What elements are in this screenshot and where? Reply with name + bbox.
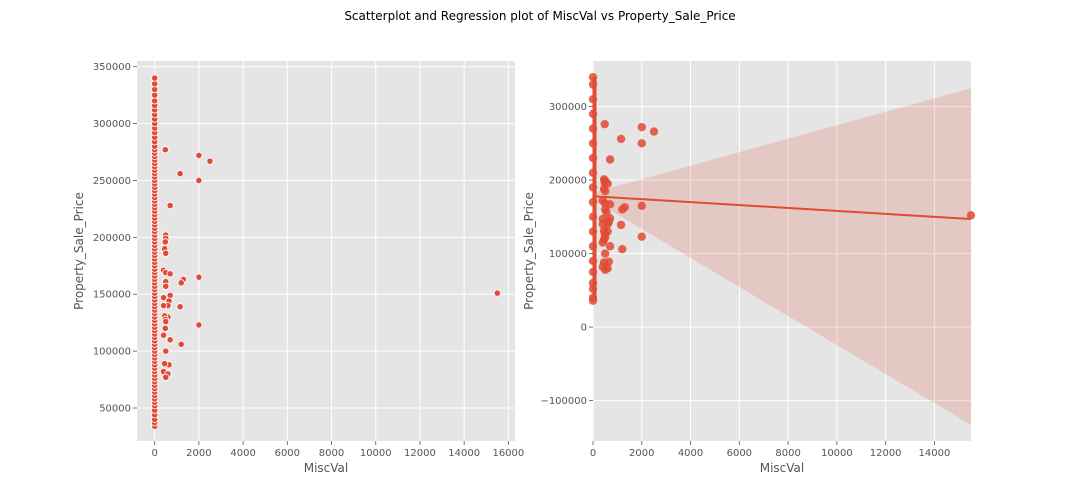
scatter-grid xyxy=(137,61,515,441)
data-point xyxy=(649,127,659,136)
data-point xyxy=(162,249,170,257)
data-point xyxy=(195,151,203,160)
regression-fit-line xyxy=(592,195,972,221)
data-point xyxy=(161,146,169,154)
data-point xyxy=(598,238,607,247)
scatter-points xyxy=(151,74,501,430)
data-point xyxy=(177,340,185,348)
regression-axes: 0 2000 4000 6000 8000 10000 12000 14000 −100000 0… xyxy=(522,61,976,475)
regression-plot-area xyxy=(593,61,971,441)
data-point xyxy=(637,139,646,148)
data-point xyxy=(195,321,203,329)
scatter-y-tick-label: 200000 xyxy=(93,233,131,244)
data-point xyxy=(159,302,168,310)
regression-confidence-band xyxy=(593,88,971,425)
data-point xyxy=(166,336,174,344)
scatter-axes: 0 2000 4000 6000 8000 10000 12000 14000 16000 500… xyxy=(72,61,524,475)
scatter-x-tick-label: 8000 xyxy=(319,448,344,459)
regression-y-tick-label: 100000 xyxy=(549,249,587,260)
data-point xyxy=(166,201,174,210)
scatter-x-tick-label: 4000 xyxy=(230,448,255,459)
regression-x-tick-label: 2000 xyxy=(629,448,654,459)
scatter-y-tick-label: 150000 xyxy=(93,290,131,301)
regression-x-tick-label: 14000 xyxy=(919,448,951,459)
data-point xyxy=(605,155,615,164)
data-point xyxy=(161,238,169,246)
figure-title: Scatterplot and Regression plot of MiscV… xyxy=(344,9,735,23)
regression-x-axis-label: MiscVal xyxy=(760,461,805,475)
data-point xyxy=(159,294,168,302)
scatter-y-tick-label: 250000 xyxy=(93,176,131,187)
data-point xyxy=(159,331,168,339)
scatter-y-tick-label: 300000 xyxy=(93,119,131,130)
scatter-y-tick-label: 350000 xyxy=(93,62,131,73)
regression-y-tick-label: 300000 xyxy=(549,102,587,113)
scatter-y-tick-label: 50000 xyxy=(99,404,131,415)
data-point xyxy=(598,219,607,229)
scatter-x-tick-label: 14000 xyxy=(448,448,480,459)
data-point xyxy=(600,249,610,258)
regression-line xyxy=(592,77,972,301)
data-point xyxy=(195,273,203,281)
scatter-x-tick-label: 10000 xyxy=(360,448,392,459)
regression-x-tick-label: 8000 xyxy=(775,448,800,459)
scatter-x-tick-label: 0 xyxy=(151,448,157,459)
data-point xyxy=(600,265,610,274)
data-point xyxy=(637,232,646,241)
data-point xyxy=(966,211,976,220)
regression-y-axis-label: Property_Sale_Price xyxy=(522,192,536,310)
data-point xyxy=(151,74,159,82)
regression-y-tick-label: −100000 xyxy=(540,396,587,407)
data-point xyxy=(616,134,626,144)
data-point xyxy=(600,120,609,129)
scatter-x-axis-label: MiscVal xyxy=(304,461,349,475)
data-point xyxy=(176,303,184,311)
data-point xyxy=(176,170,184,178)
scatter-x-tick-label: 6000 xyxy=(275,448,300,459)
data-point xyxy=(600,186,610,196)
data-point xyxy=(161,324,169,332)
data-point xyxy=(616,220,626,230)
scatter-x-tick-label: 2000 xyxy=(186,448,211,459)
scatter-plot-area xyxy=(137,61,515,441)
regression-y-tick-label: 0 xyxy=(581,323,587,334)
regression-y-tick-label: 200000 xyxy=(549,176,587,187)
data-point xyxy=(177,279,185,287)
data-point xyxy=(162,347,170,355)
data-point xyxy=(605,242,615,251)
data-point xyxy=(206,157,214,165)
data-point xyxy=(637,122,646,132)
regression-x-tick-label: 6000 xyxy=(727,448,752,459)
scatter-y-tick-label: 100000 xyxy=(93,347,131,358)
data-point xyxy=(493,289,501,297)
confidence-band-area xyxy=(593,88,971,425)
scatter-x-tick-label: 12000 xyxy=(404,448,436,459)
regression-x-tick-label: 0 xyxy=(590,448,596,459)
regression-x-tick-label: 12000 xyxy=(870,448,902,459)
scatter-x-tick-label: 16000 xyxy=(492,448,524,459)
data-point xyxy=(618,205,627,214)
data-point xyxy=(162,373,170,381)
data-point xyxy=(618,244,627,254)
scatter-y-axis-label: Property_Sale_Price xyxy=(72,192,86,310)
data-point xyxy=(637,201,646,210)
regression-x-tick-label: 10000 xyxy=(821,448,853,459)
data-point xyxy=(162,282,170,290)
regression-ticks: 0 2000 4000 6000 8000 10000 12000 14000 −100000 0… xyxy=(540,102,950,459)
regression-x-tick-label: 4000 xyxy=(678,448,703,459)
data-point xyxy=(166,270,174,278)
data-point xyxy=(195,176,203,185)
data-point xyxy=(166,291,174,299)
data-point xyxy=(161,360,169,368)
scatter-ticks: 0 2000 4000 6000 8000 10000 12000 14000 16000 500… xyxy=(93,62,524,459)
data-point xyxy=(162,317,170,326)
